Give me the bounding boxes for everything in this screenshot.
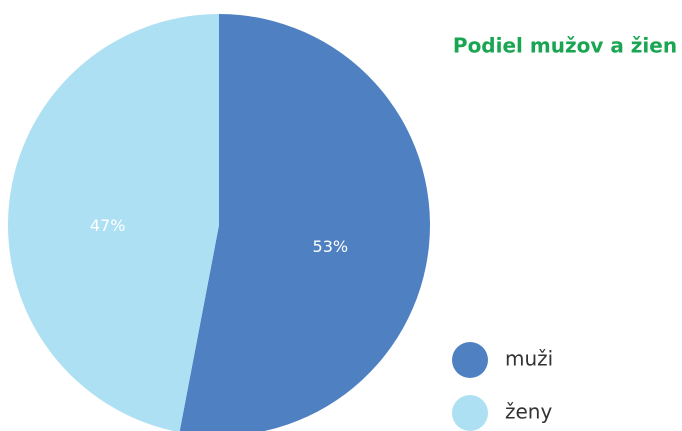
legend-swatch (452, 395, 488, 431)
data-label: 47% (90, 216, 126, 235)
legend-label: ženy (505, 400, 552, 424)
pie-slice (8, 14, 219, 431)
pie-slice (179, 14, 430, 431)
legend-label: muži (505, 347, 553, 371)
chart-title: Podiel mužov a žien (453, 34, 677, 58)
legend-swatch (452, 342, 488, 378)
data-label: 53% (313, 237, 349, 256)
